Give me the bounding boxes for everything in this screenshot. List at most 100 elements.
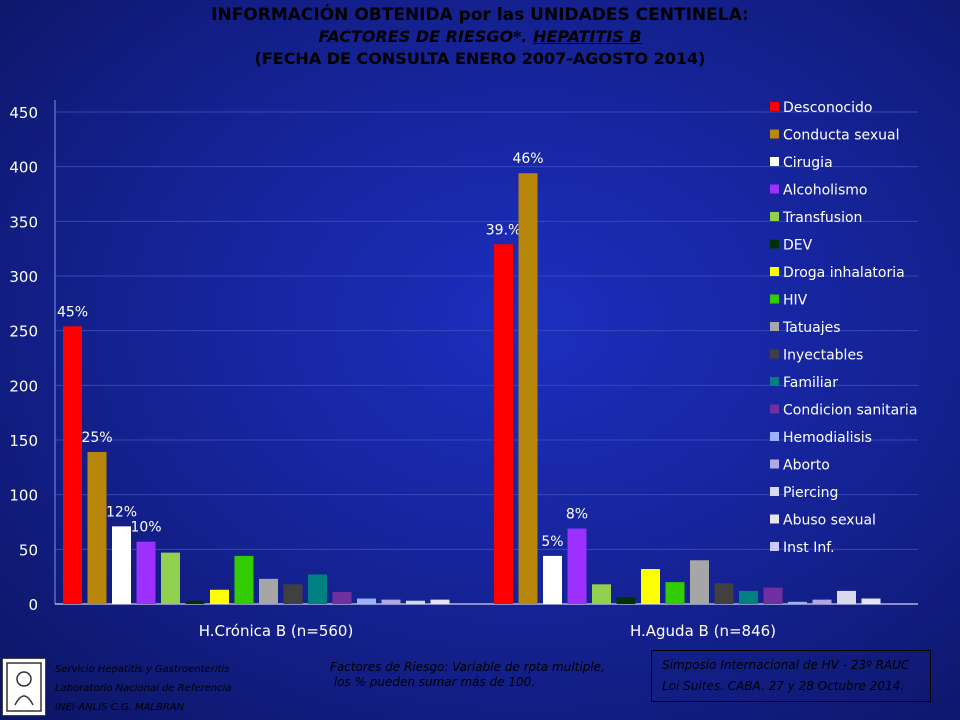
y-tick-label: 400 <box>9 159 38 177</box>
legend-label: Abuso sexual <box>783 513 876 529</box>
y-tick-label: 100 <box>9 487 38 505</box>
title-line-2-disease: HEPATITIS B <box>533 27 642 46</box>
bar <box>690 560 709 604</box>
y-tick-label: 50 <box>19 541 38 559</box>
data-label: 8% <box>566 507 588 523</box>
bar <box>837 590 856 604</box>
legend-label: Condicion sanitaria <box>783 403 917 419</box>
legend-label: Piercing <box>783 485 838 501</box>
bar <box>763 587 783 604</box>
bar <box>641 569 660 604</box>
bar <box>714 583 734 604</box>
data-label: 5% <box>541 534 563 550</box>
legend-swatch <box>770 157 779 166</box>
footer-left-line-2: Laboratorio Nacional de Referencia <box>55 683 232 694</box>
bar <box>308 574 327 604</box>
legend-swatch <box>770 542 779 551</box>
legend-label: Aborto <box>783 458 830 474</box>
y-tick-label: 250 <box>9 323 38 341</box>
bar <box>812 599 832 604</box>
title-line-3: (FECHA DE CONSULTA ENERO 2007-AGOSTO 201… <box>254 49 706 68</box>
legend-swatch <box>770 322 779 331</box>
legend-label: Droga inhalatoria <box>783 265 905 281</box>
legend-swatch <box>770 129 779 139</box>
bar <box>161 552 180 604</box>
bar <box>112 526 131 604</box>
symposium-line-2: Loi Suites. CABA. 27 y 28 Octubre 2014. <box>662 679 905 693</box>
legend-swatch <box>770 514 779 524</box>
legend-label: Familiar <box>783 375 838 391</box>
footer-left-line-3: INEI-ANLIS C.G. MALBRAN <box>55 702 185 713</box>
bar <box>494 244 513 604</box>
title-line-1: INFORMACIÓN OBTENIDA por las UNIDADES CE… <box>211 5 749 25</box>
bar <box>381 599 401 604</box>
data-label: 25% <box>81 430 112 446</box>
legend-label: Alcoholismo <box>783 183 867 199</box>
y-tick-label: 350 <box>9 213 38 231</box>
bar <box>739 590 758 604</box>
legend-swatch <box>770 404 779 414</box>
legend-swatch <box>770 432 779 441</box>
legend-label: Tatuajes <box>782 320 841 336</box>
bar <box>543 555 562 604</box>
legend-label: Cirugia <box>783 155 833 171</box>
bar <box>234 555 254 604</box>
legend-label: Inst Inf. <box>783 540 835 556</box>
bar <box>665 582 685 604</box>
footer-note: Factores de Riesgo: Variable de rpta mul… <box>330 660 605 690</box>
footer-left: Servicio Hepatitis y Gastroenteritis Lab… <box>55 660 232 717</box>
bar <box>518 173 538 604</box>
bar <box>788 601 807 604</box>
legend-swatch <box>770 349 779 359</box>
legend-swatch <box>770 459 779 469</box>
y-tick-label: 450 <box>9 104 38 122</box>
bar <box>567 528 587 604</box>
bar <box>259 578 278 604</box>
bar <box>136 541 156 604</box>
bar <box>185 600 205 604</box>
title-line-2-prefix: FACTORES DE RIESGO*. <box>318 27 534 46</box>
bar <box>430 599 450 604</box>
legend-label: Transfusion <box>782 210 862 226</box>
legend-swatch <box>770 294 779 304</box>
y-tick-label: 0 <box>28 596 38 614</box>
data-label: 45% <box>57 304 88 320</box>
bar <box>406 600 425 604</box>
data-label: 10% <box>130 520 161 536</box>
data-label: 46% <box>512 151 543 167</box>
bar <box>210 589 229 604</box>
legend-swatch <box>770 102 779 111</box>
bar <box>616 597 636 604</box>
footer-note-line-1: Factores de Riesgo: Variable de rpta mul… <box>330 660 605 674</box>
y-tick-label: 300 <box>9 268 38 286</box>
bar <box>87 452 107 604</box>
category-label: H.Crónica B (n=560) <box>199 622 354 640</box>
y-tick-label: 150 <box>9 432 38 450</box>
legend-label: Inyectables <box>783 348 863 364</box>
bar <box>332 591 352 604</box>
legend-swatch <box>770 212 779 221</box>
legend-label: Conducta sexual <box>783 128 899 144</box>
footer-note-line-2: los % pueden sumar más de 100. <box>330 675 536 689</box>
data-label: 39.% <box>486 222 522 238</box>
y-tick-label: 200 <box>9 377 38 395</box>
legend-swatch <box>770 239 779 249</box>
legend-label: HIV <box>783 293 808 309</box>
bar-chart: 0 50 100 150 200 250 300 350 400 450 45% 39.% 25% 46%… <box>9 100 918 640</box>
legend-label: Desconocido <box>783 100 872 116</box>
legend-label: Hemodialisis <box>783 430 872 446</box>
bar <box>357 598 376 604</box>
data-label: 12% <box>106 504 137 520</box>
bar <box>592 584 611 604</box>
symposium-line-1: Simposio Internacional de HV - 23º RAUC <box>662 658 910 672</box>
legend-swatch <box>770 184 779 194</box>
legend-swatch <box>770 377 779 386</box>
chart-title: INFORMACIÓN OBTENIDA por las UNIDADES CE… <box>0 4 960 70</box>
bar <box>861 598 881 604</box>
category-label: H.Aguda B (n=846) <box>630 622 776 640</box>
symposium-box: Simposio Internacional de HV - 23º RAUC … <box>651 650 931 702</box>
legend-swatch <box>770 487 779 496</box>
legend-swatch <box>770 267 779 276</box>
bar <box>63 326 82 604</box>
bar <box>283 584 303 604</box>
